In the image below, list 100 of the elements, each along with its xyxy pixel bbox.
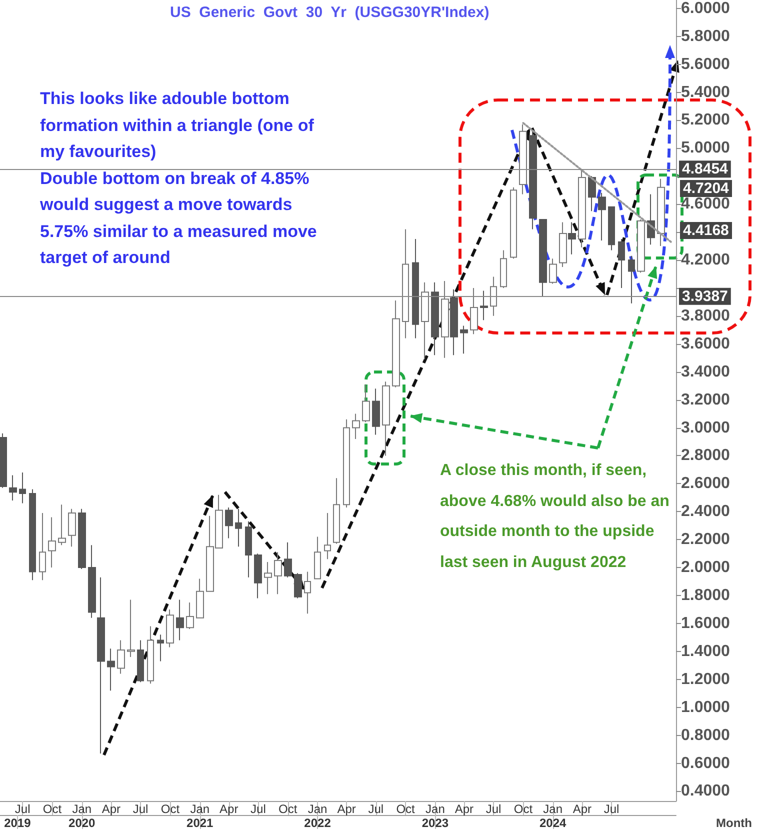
candlestick <box>254 553 262 599</box>
x-tick-label: Oct <box>42 802 62 816</box>
y-tick-label: 3.4000 <box>681 363 730 380</box>
x2-tick-label: 2021 <box>186 816 214 830</box>
x-tick-label: Jan <box>190 802 210 816</box>
candlestick <box>264 561 272 595</box>
candlestick <box>245 520 252 578</box>
annotation: A close this month, if seen, above 4.68% would also be an outside month to the upside last seen in August 2022 <box>440 461 670 572</box>
candlestick <box>480 290 488 321</box>
x-tick-label: Jan <box>543 802 563 816</box>
y-tick-label: 1.0000 <box>681 698 730 716</box>
x-tick-label: Apr <box>337 802 356 816</box>
candlestick <box>372 388 380 436</box>
x-tick-label: Jul <box>250 802 266 816</box>
x-tick-label: Oct <box>278 802 298 816</box>
x2-tick-label: 2023 <box>422 816 449 830</box>
x-tick-label: Jul <box>604 802 620 816</box>
x-tick-label: Apr <box>102 802 121 816</box>
candlestick <box>78 508 86 570</box>
candlestick <box>637 218 645 274</box>
x2-tick-label: 2019 <box>4 816 32 830</box>
candlestick <box>588 176 596 212</box>
candlestick <box>490 276 497 316</box>
candlestick <box>343 418 350 508</box>
candlestick <box>274 552 282 595</box>
candlestick <box>549 258 557 284</box>
x-tick-label: Jul <box>14 802 30 816</box>
candlestick <box>539 218 547 297</box>
candlestick <box>0 432 7 488</box>
ref-line-label: 3.9387 <box>682 288 728 305</box>
candlestick <box>48 516 56 568</box>
chart-title: US Generic Govt 30 Yr (USGG30YR'Index) <box>170 4 490 21</box>
candlestick <box>137 640 144 683</box>
candlestick <box>382 381 390 456</box>
y-tick-label: 1.6000 <box>681 614 730 632</box>
y-tick-label: 2.6000 <box>681 475 730 492</box>
candlestick <box>500 250 507 288</box>
y-tick-label: 2.0000 <box>681 559 730 576</box>
text: 4.7204 <box>680 180 732 197</box>
y-tick-label: 1.8000 <box>681 587 730 604</box>
x-tick-label: Oct <box>160 802 180 816</box>
annotation: This looks like adouble bottom formation within a triangle (one of my favourites) Double bottom on break of 4.85% would suggest a move towards 5.75% similar to a measured move target of around <box>40 88 318 269</box>
text: 4.4168 <box>680 222 732 239</box>
y-tick-label: 3.6000 <box>681 335 730 352</box>
candlestick <box>598 192 606 241</box>
candlestick <box>441 280 449 358</box>
ref-line-label: 4.8454 <box>682 160 729 178</box>
x2-tick-label: 2020 <box>68 816 96 830</box>
y-tick-label: 5.6000 <box>681 56 730 73</box>
x-tick-label: Oct <box>396 802 416 816</box>
candlestick <box>559 222 567 268</box>
y-tick-label: 4.2000 <box>681 252 730 269</box>
candlestick <box>519 124 527 195</box>
y-tick-label: 5.0000 <box>681 140 730 157</box>
y-tick-label: 0.4000 <box>681 782 730 800</box>
candlestick <box>510 186 517 260</box>
y-tick-label: 0.8000 <box>681 726 730 744</box>
y-tick-label: 2.4000 <box>681 503 730 520</box>
candlestick <box>529 130 537 230</box>
candlestick <box>166 608 174 648</box>
candlestick <box>88 544 96 618</box>
candlestick <box>147 626 154 684</box>
candlestick <box>657 178 665 247</box>
y-tick-label: 1.2000 <box>681 670 730 688</box>
y-tick-label: 3.2000 <box>681 391 730 408</box>
x-tick-label: Jul <box>368 802 384 816</box>
x-tick-label: Oct <box>514 802 534 816</box>
candlestick <box>314 536 321 580</box>
candlestick <box>196 578 204 618</box>
candlestick <box>618 238 625 288</box>
x2-tick-label: 2024 <box>540 816 567 830</box>
candlestick <box>362 384 370 423</box>
candlestick <box>324 512 331 560</box>
y-tick-label: 3.8000 <box>681 307 730 324</box>
x-tick-label: Apr <box>572 802 592 816</box>
candlestick <box>460 325 468 354</box>
candlestick <box>568 222 576 255</box>
candlestick <box>392 300 400 388</box>
candlestick <box>284 542 292 578</box>
x2-tick-label: 2022 <box>304 816 332 830</box>
candlestick <box>470 287 478 335</box>
candlestick <box>225 506 233 539</box>
y-tick-label: 5.8000 <box>681 28 730 45</box>
y-tick-label: 0.6000 <box>681 754 730 772</box>
candlestick <box>9 474 17 501</box>
candlestick <box>19 472 26 504</box>
y-tick-label: 5.2000 <box>681 112 730 129</box>
candlestick <box>304 571 311 614</box>
candlestick <box>421 282 429 360</box>
candlestick <box>29 488 36 581</box>
x-tick-label: Jan <box>308 802 328 816</box>
x-axis-title: Month <box>716 816 752 830</box>
candlestick <box>68 508 76 548</box>
candlestick <box>58 504 66 546</box>
candlestick <box>431 282 439 356</box>
candlestick <box>157 634 164 662</box>
x-tick-label: Jul <box>486 802 502 816</box>
candlestick <box>352 413 360 440</box>
candlestick <box>176 599 184 641</box>
candlestick <box>450 288 458 356</box>
